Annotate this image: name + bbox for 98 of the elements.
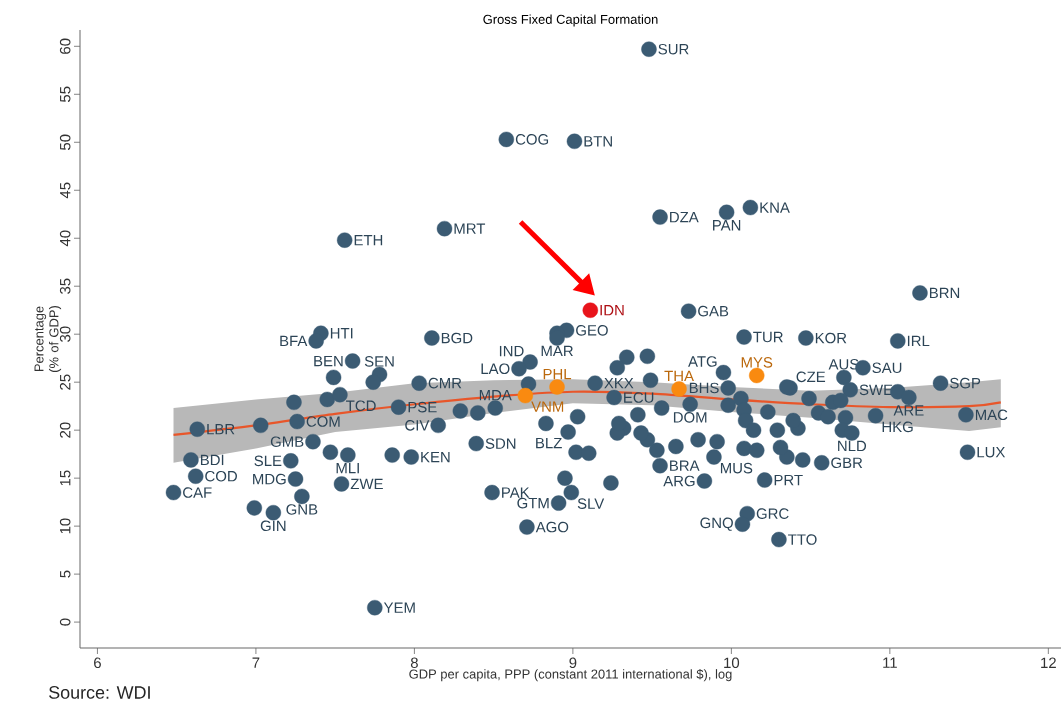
data-label: SAU: [872, 362, 902, 374]
x-tick-label: 11: [883, 657, 897, 668]
data-label: SDN: [485, 438, 516, 449]
data-label: ATG: [688, 356, 717, 367]
data-label: BFA: [280, 335, 308, 347]
data-label: LUX: [977, 447, 1006, 458]
data-label: PHL: [543, 368, 572, 380]
data-label: IND: [499, 345, 524, 357]
y-tick-label: 10: [59, 518, 71, 534]
data-label: BEN: [314, 355, 343, 367]
data-label: MUS: [720, 462, 753, 474]
data-label: SUR: [658, 43, 689, 55]
data-label: GNB: [286, 504, 318, 515]
data-label: VNM: [531, 401, 564, 412]
data-label: MYS: [741, 357, 773, 368]
point: [549, 379, 565, 395]
data-label: COG: [515, 134, 549, 145]
x-tick-label: 10: [724, 657, 740, 669]
data-label: DOM: [673, 412, 707, 423]
chart-title: Gross Fixed Capital Formation: [483, 14, 658, 27]
x-tick-label: 9: [569, 657, 577, 669]
data-label: CZE: [796, 371, 826, 383]
data-label: CMR: [428, 377, 462, 389]
data-label: SLE: [254, 455, 282, 467]
data-label: MAC: [975, 409, 1008, 421]
data-label: HKG: [882, 421, 913, 433]
data-label: GAB: [698, 305, 729, 317]
data-label: TCD: [346, 400, 376, 412]
data-label: TUR: [753, 331, 783, 343]
data-label: PRT: [774, 474, 803, 486]
y-tick-label: 15: [60, 470, 71, 486]
data-label: GEO: [576, 325, 608, 336]
data-label: MLI: [336, 462, 359, 474]
data-label: CIV: [405, 420, 430, 431]
data-label: GRC: [756, 508, 789, 519]
data-label: NLD: [838, 440, 867, 452]
y-tick-label: 40: [59, 230, 71, 247]
data-label: BDI: [200, 454, 224, 466]
data-label: GIN: [260, 520, 286, 532]
data-label: IDN: [600, 305, 624, 316]
data-label: LAO: [481, 363, 510, 375]
y-tick-label: 55: [60, 86, 71, 103]
data-label: ETH: [354, 235, 383, 246]
data-label: COD: [205, 470, 237, 482]
data-label: PAN: [713, 220, 741, 231]
y-tick-label: 25: [59, 374, 71, 390]
data-label: PSE: [408, 401, 437, 413]
data-label: GNQ: [700, 517, 733, 531]
x-tick-label: 12: [1041, 657, 1056, 668]
data-label: BHS: [689, 382, 719, 394]
y-tick-label: 0: [59, 618, 71, 626]
data-label: SWE: [859, 384, 893, 396]
data-label: KNA: [760, 202, 790, 213]
data-label: ZWE: [350, 478, 383, 490]
data-label: BRA: [670, 460, 700, 471]
y-tick-label: 35: [59, 278, 71, 294]
data-label: GMB: [270, 436, 304, 447]
data-label: MAR: [541, 345, 573, 357]
data-label: BLZ: [536, 437, 562, 449]
data-label: GTM: [517, 497, 549, 509]
data-label: AGO: [535, 521, 569, 533]
data-label: BGD: [441, 332, 473, 344]
point: [749, 367, 765, 384]
data-label: DZA: [670, 211, 699, 223]
data-label: MDG: [253, 473, 286, 485]
data-label: KEN: [421, 451, 450, 463]
source-note: Source: WDI: [49, 686, 150, 699]
x-axis-title: GDP per capita, PPP (constant 2011 international $), log: [409, 668, 732, 682]
data-label: ECU: [624, 392, 654, 403]
x-tick-label: 7: [252, 657, 260, 668]
data-label: SEN: [364, 356, 394, 367]
data-label: ARE: [893, 405, 924, 416]
data-label: SLV: [577, 498, 605, 509]
data-label: TTO: [788, 534, 817, 545]
data-label: KOR: [815, 332, 847, 344]
y-tick-label: 50: [59, 134, 71, 150]
y-tick-label: 20: [59, 422, 71, 438]
data-label: SGP: [950, 377, 981, 389]
data-label: THA: [664, 370, 694, 382]
data-label: HTI: [330, 328, 353, 339]
point: [582, 302, 599, 318]
data-label: BRN: [929, 287, 960, 299]
x-tick-label: 8: [410, 657, 418, 669]
data-label: IRL: [907, 335, 930, 347]
data-label: YEM: [383, 602, 415, 613]
data-label: CAF: [183, 487, 212, 498]
y-tick-label: 30: [59, 326, 71, 342]
data-label: COM: [306, 416, 340, 427]
data-label: GBR: [831, 457, 863, 469]
data-label: MRT: [454, 223, 486, 234]
y-tick-label: 5: [60, 570, 71, 578]
y-tick-label: 45: [60, 182, 71, 199]
data-label: ARG: [663, 475, 695, 487]
data-label: PAK: [502, 487, 530, 498]
x-tick-label: 6: [94, 657, 101, 669]
data-label: XKX: [604, 378, 634, 389]
y-tick-label: 60: [59, 38, 71, 54]
data-label: BTN: [584, 136, 612, 147]
